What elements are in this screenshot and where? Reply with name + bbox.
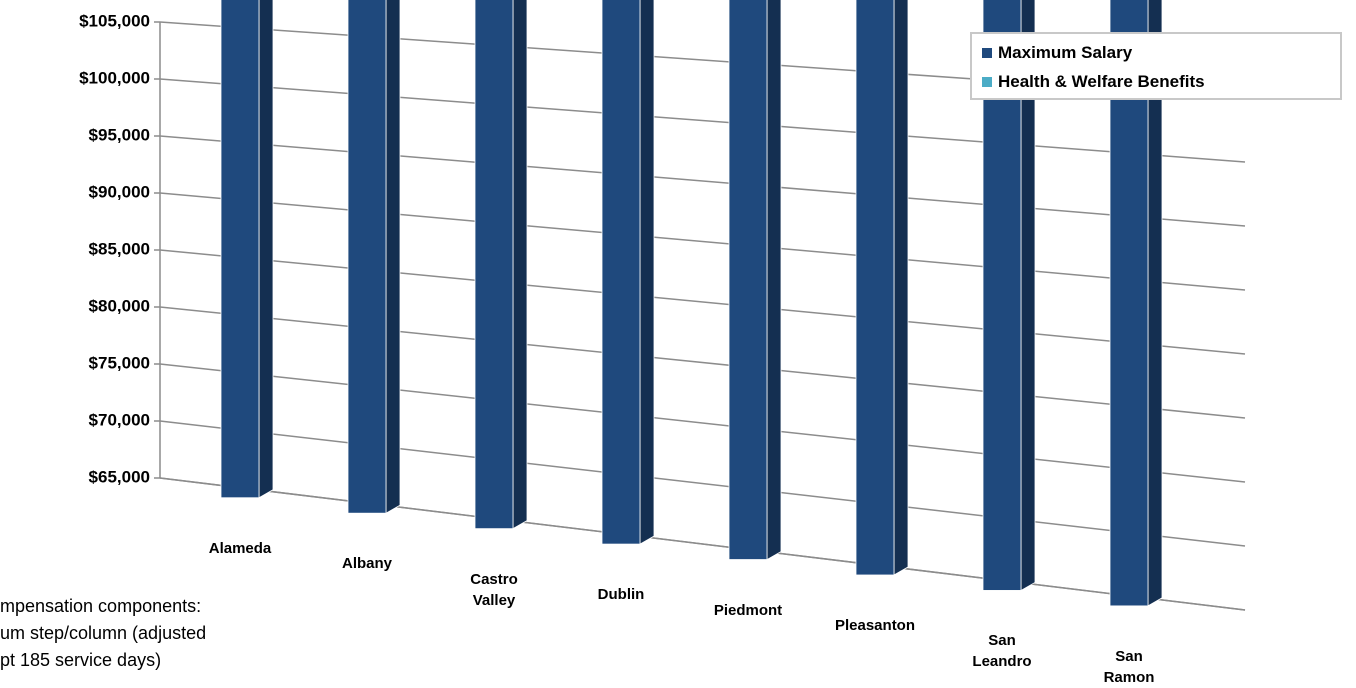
bar — [474, 0, 514, 530]
y-tick-label: $95,000 — [89, 125, 150, 144]
bar-side — [1020, 0, 1036, 592]
x-tick-label: Albany — [341, 555, 392, 573]
legend-label: Maximum Salary — [998, 43, 1133, 62]
y-tick-label: $105,000 — [79, 11, 150, 30]
bar — [1109, 0, 1149, 607]
grid-line — [159, 363, 1246, 483]
legend-label: Health & Welfare Benefits — [998, 72, 1205, 91]
grid-line — [159, 192, 1246, 291]
legend-entry: Health & Welfare Benefits — [982, 67, 1330, 96]
bar-side — [766, 0, 782, 561]
bar — [601, 0, 641, 545]
x-tick-label: Piedmont — [713, 601, 783, 619]
x-tick-label: San Leandro — [972, 632, 1032, 671]
grid-line — [159, 78, 1246, 163]
bar — [347, 0, 387, 514]
bar-side — [639, 0, 655, 545]
bar-side — [385, 0, 401, 514]
y-tick-label: $100,000 — [79, 68, 150, 87]
y-tick-label: $85,000 — [89, 239, 150, 258]
x-tick-label: Pleasanton — [834, 616, 916, 634]
note-line: um step/column (adjusted — [0, 623, 207, 643]
x-tick-label: Alameda — [208, 539, 272, 557]
y-tick-label: $75,000 — [89, 353, 150, 372]
bar-side — [893, 0, 909, 576]
x-tick-label: Castro Valley — [470, 570, 518, 609]
bar-side — [1147, 0, 1163, 607]
x-tick-label: San Ramon — [1103, 647, 1155, 686]
grid-line — [159, 306, 1246, 419]
legend-swatch — [982, 47, 992, 58]
y-tick-label: $65,000 — [89, 467, 150, 486]
legend-entry: Maximum Salary — [982, 38, 1330, 67]
grid-line — [159, 249, 1246, 355]
bar-side — [512, 0, 528, 530]
bar-side — [258, 0, 274, 499]
y-tick-label: $70,000 — [89, 410, 150, 429]
grid-line — [159, 420, 1246, 547]
grid-line — [159, 135, 1246, 227]
x-axis — [159, 477, 1246, 611]
y-tick-label: $80,000 — [89, 296, 150, 315]
legend: Maximum Salary Health & Welfare Benefits — [970, 32, 1342, 100]
legend-swatch — [982, 76, 992, 87]
note-line: mpensation components: — [0, 596, 202, 616]
bar — [220, 0, 260, 499]
note-line: pt 185 service days) — [0, 650, 162, 670]
x-tick-label: Dublin — [597, 586, 645, 604]
bar — [728, 0, 768, 560]
y-tick-label: $90,000 — [89, 182, 150, 201]
bar — [855, 0, 895, 576]
